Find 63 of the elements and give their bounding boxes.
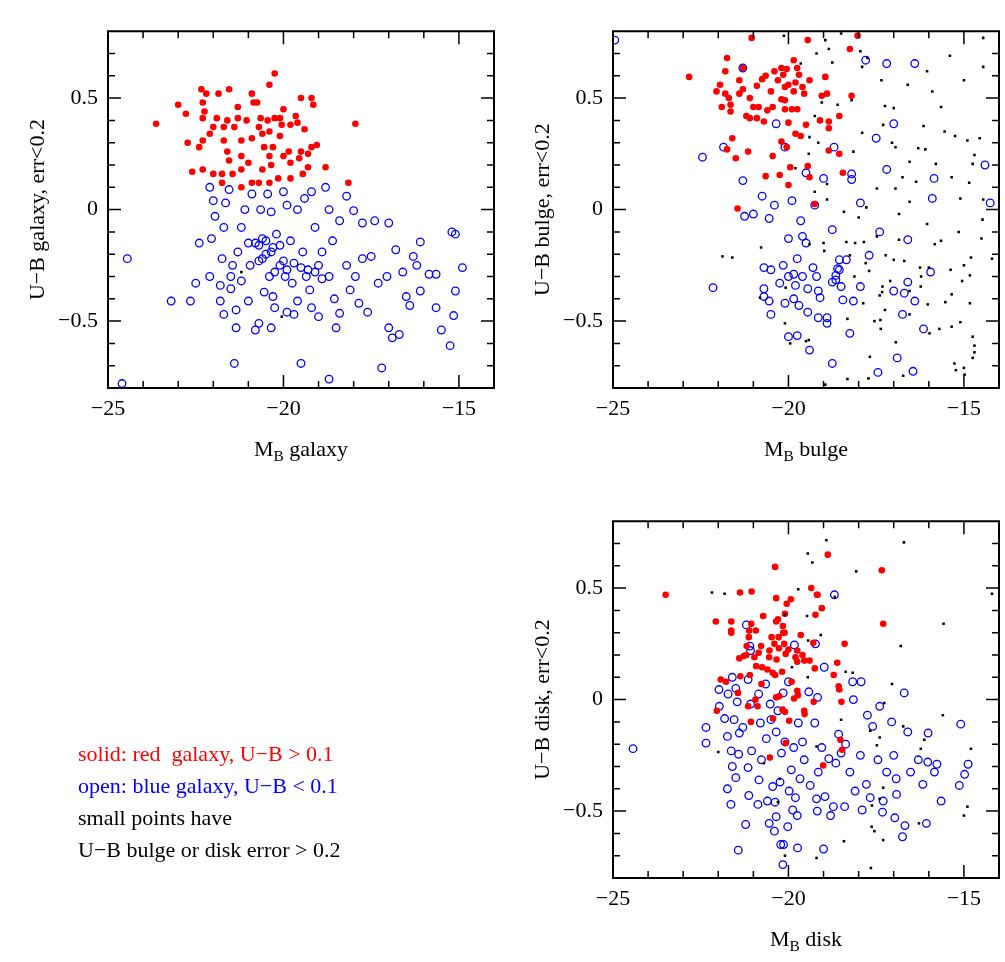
point xyxy=(901,725,905,728)
point xyxy=(815,745,818,748)
point xyxy=(797,587,800,591)
point xyxy=(875,744,879,747)
point xyxy=(825,538,828,542)
y-axis-title: U−B bulge, err<0.2 xyxy=(528,123,554,296)
x-tick-label: −20 xyxy=(771,884,806,910)
x-tick-label: −25 xyxy=(595,394,631,420)
point xyxy=(899,644,903,648)
point xyxy=(783,854,787,857)
point xyxy=(870,804,874,807)
point xyxy=(806,552,810,555)
point xyxy=(851,671,854,675)
x-tick-label: −20 xyxy=(771,394,806,420)
y-tick-label: 0 xyxy=(87,195,98,221)
text: small points have xyxy=(78,804,233,832)
y-tick-label: 0.5 xyxy=(575,83,603,109)
point xyxy=(710,591,714,594)
point xyxy=(919,747,923,750)
point xyxy=(881,786,885,789)
y-tick-label: −0.5 xyxy=(563,796,603,822)
x-tick-label: −15 xyxy=(946,394,982,420)
text: open: blue galaxy, U−B < 0.1 xyxy=(78,772,339,800)
point xyxy=(990,592,994,595)
point xyxy=(917,822,921,825)
point xyxy=(878,736,881,739)
point xyxy=(942,622,945,626)
x-tick-label: −20 xyxy=(266,394,301,420)
text: U−B bulge or disk error > 0.2 xyxy=(78,836,341,864)
y-tick-label: 0.5 xyxy=(70,83,98,109)
point xyxy=(844,670,847,673)
point xyxy=(922,738,926,742)
point xyxy=(969,747,973,750)
point xyxy=(839,718,843,721)
x-tick-label: −15 xyxy=(946,884,982,910)
point xyxy=(966,805,969,808)
point xyxy=(806,639,810,642)
point xyxy=(878,797,881,801)
point xyxy=(806,676,810,679)
x-tick-label: −25 xyxy=(90,394,126,420)
point xyxy=(723,592,726,595)
y-tick-label: −0.5 xyxy=(563,306,603,332)
point xyxy=(819,633,823,637)
text: solid: red galaxy, U−B > 0.1 xyxy=(78,740,335,768)
y-tick-label: −0.5 xyxy=(58,306,98,332)
y-axis-title: U−B galaxy, err<0.2 xyxy=(23,119,49,301)
point xyxy=(962,814,966,817)
point xyxy=(882,701,886,705)
point xyxy=(870,825,873,828)
x-tick-label: −15 xyxy=(441,394,477,420)
y-axis-title: U−B disk, err<0.2 xyxy=(528,619,554,780)
point xyxy=(717,750,720,754)
y-tick-label: 0 xyxy=(592,685,603,711)
x-tick-label: −25 xyxy=(595,884,631,910)
point xyxy=(854,570,858,573)
point xyxy=(790,665,794,669)
y-tick-label: 0 xyxy=(592,195,603,221)
point xyxy=(815,856,818,860)
point xyxy=(873,829,876,833)
point xyxy=(902,541,906,544)
point xyxy=(778,777,781,781)
y-tick-label: 0.5 xyxy=(575,573,603,599)
point xyxy=(811,561,814,564)
